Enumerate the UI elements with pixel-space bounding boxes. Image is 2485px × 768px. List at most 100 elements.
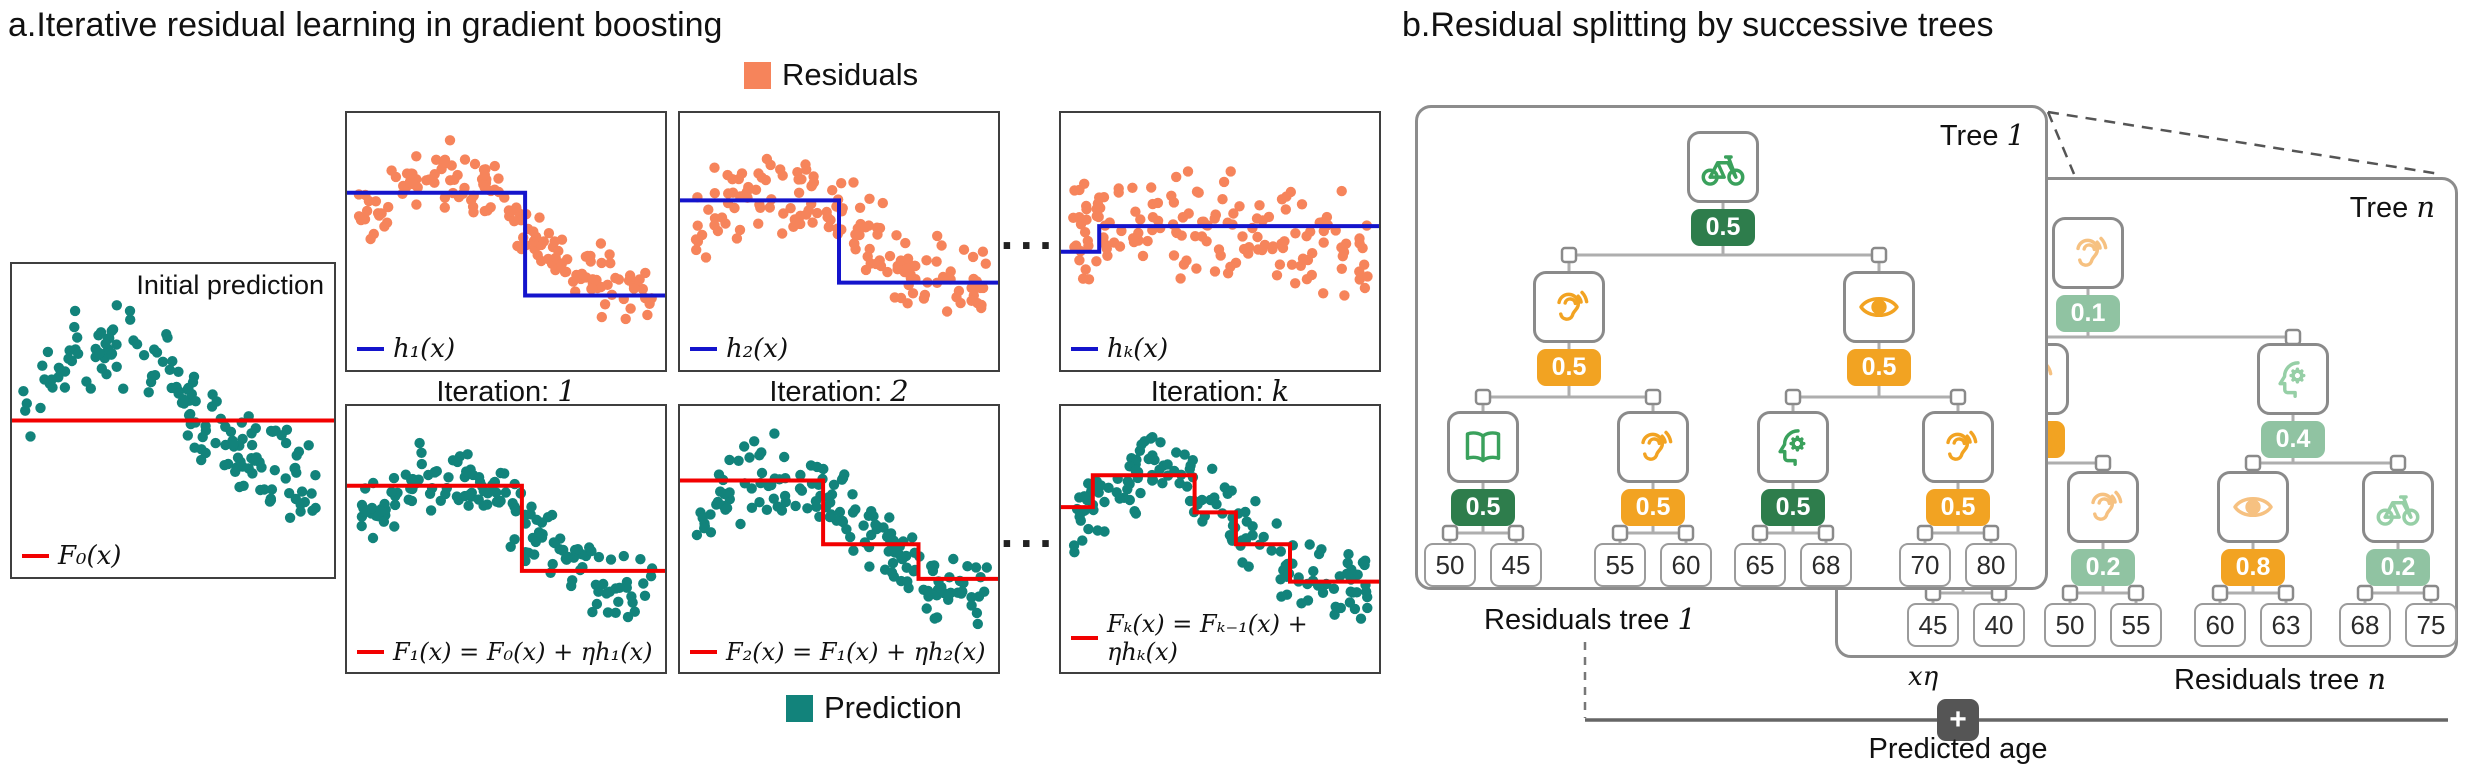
- eye-icon: [2230, 484, 2276, 530]
- ear-node: [1533, 271, 1605, 343]
- iteration-label-2: Iteration: 2: [769, 374, 909, 408]
- split-value-badge: 0.8: [2221, 549, 2285, 586]
- prediction-plot-2: F₂(x) = F₁(x) + ηh₂(x): [678, 404, 1000, 674]
- head-gears-icon: [2270, 356, 2316, 402]
- bicycle-icon: [2375, 484, 2421, 530]
- leaf-value: 60: [1660, 543, 1712, 587]
- leaf-value: 80: [1965, 543, 2017, 587]
- leaf-value: 65: [1734, 543, 1786, 587]
- initial-plot-title: Initial prediction: [136, 270, 324, 300]
- initial-prediction-plot: Initial prediction F₀(x): [10, 262, 336, 579]
- head-gears-icon: [1770, 424, 1816, 470]
- red-line-swatch: [690, 650, 717, 654]
- ear-node: [1922, 411, 1994, 483]
- eye-node: [2217, 471, 2289, 543]
- leaf-value: 45: [1490, 543, 1542, 587]
- ear-icon: [1546, 284, 1592, 330]
- split-value-badge: 0.5: [1537, 349, 1601, 386]
- tree-n-caption: Residuals tree n: [2173, 662, 2387, 696]
- leaf-value: 70: [1899, 543, 1951, 587]
- ear-node: [1617, 411, 1689, 483]
- head-gears-node: [2257, 343, 2329, 415]
- h2-fn-label: h₂(x): [690, 334, 788, 364]
- book-icon: [1460, 424, 1506, 470]
- ear-icon: [1630, 424, 1676, 470]
- split-value-badge: 0.2: [2366, 549, 2430, 586]
- split-value-badge: 0.1: [2056, 295, 2120, 332]
- red-line-swatch: [1071, 636, 1098, 640]
- leaf-value: 63: [2260, 603, 2312, 647]
- tree-1-label: Tree 1: [1939, 118, 2025, 152]
- prediction-scatter-1: [347, 437, 665, 623]
- residuals-legend: Residuals: [744, 57, 918, 93]
- ear-icon: [2065, 230, 2111, 276]
- split-value-badge: 0.5: [1451, 489, 1515, 526]
- blue-line-swatch: [357, 347, 384, 351]
- residual-plot-k: hₖ(x): [1059, 111, 1381, 372]
- red-line-swatch: [357, 650, 384, 654]
- zoom-dash-line: [2047, 110, 2441, 176]
- residual-scatter-1: [347, 135, 665, 325]
- tree1-caption: Residuals tree 1: [1484, 602, 1696, 636]
- split-value-badge: 0.4: [2261, 421, 2325, 458]
- red-line-swatch: [22, 554, 49, 558]
- prediction-plot-k: Fₖ(x) = Fₖ₋₁(x) + ηhₖ(x): [1059, 404, 1381, 674]
- leaf-value: 50: [2044, 603, 2096, 647]
- leaf-value: 68: [1800, 543, 1852, 587]
- tree-1-card: Tree 1 0.5 0.5 0.5 0.5 0.5 0.5 0.5 50 45 55 60 65 68…: [1415, 105, 2048, 590]
- residuals-legend-label: Residuals: [782, 57, 919, 92]
- bicycle-icon: [1700, 144, 1746, 190]
- prediction-scatter-2: [680, 428, 998, 630]
- split-value-badge: 0.5: [1691, 209, 1755, 246]
- book-node: [1447, 411, 1519, 483]
- residual-scatter-2: [680, 153, 998, 317]
- leaf-value: 68: [2339, 603, 2391, 647]
- split-value-badge: 0.5: [1847, 349, 1911, 386]
- prediction-legend-label: Prediction: [824, 690, 962, 725]
- ear-node: [2052, 217, 2124, 289]
- residual-plot-1: h₁(x): [345, 111, 667, 372]
- blue-line-swatch: [690, 347, 717, 351]
- split-value-badge: 0.2: [2071, 549, 2135, 586]
- head-gears-node: [1757, 411, 1829, 483]
- split-value-badge: 0.5: [1761, 489, 1825, 526]
- residual-plot-2: h₂(x): [678, 111, 1000, 372]
- F1-fn-label: F₁(x) = F₀(x) + ηh₁(x): [357, 638, 653, 666]
- prediction-legend: Prediction: [786, 690, 962, 726]
- residuals-swatch: [744, 61, 771, 89]
- leaf-value: 55: [2110, 603, 2162, 647]
- prediction-swatch: [786, 694, 813, 722]
- blue-line-swatch: [1071, 347, 1098, 351]
- ellipsis-bottom: ···: [1000, 517, 1059, 569]
- bicycle-node: [2362, 471, 2434, 543]
- leaf-value: 60: [2194, 603, 2246, 647]
- panel-a-title: a.Iterative residual learning in gradien…: [8, 6, 723, 44]
- initial-scatter-chart: [12, 300, 334, 523]
- tree-n-label: Tree n: [2349, 190, 2435, 224]
- iteration-label-1: Iteration: 1: [436, 374, 576, 408]
- eye-icon: [1856, 284, 1902, 330]
- iteration-label-k: Iteration: k: [1150, 374, 1290, 408]
- ear-icon: [2080, 484, 2126, 530]
- ear-node: [2067, 471, 2139, 543]
- leaf-value: 55: [1594, 543, 1646, 587]
- Fk-fn-label: Fₖ(x) = Fₖ₋₁(x) + ηhₖ(x): [1071, 610, 1379, 666]
- ellipsis-top: ···: [1000, 219, 1059, 271]
- F2-fn-label: F₂(x) = F₁(x) + ηh₂(x): [690, 638, 986, 666]
- panel-b-title: b.Residual splitting by successive trees: [1402, 6, 1994, 44]
- prediction-scatter-k: [1061, 432, 1379, 624]
- zoom-dash-line: [2046, 111, 2076, 175]
- leaf-value: 50: [1424, 543, 1476, 587]
- predicted-age-label: Predicted age: [1868, 733, 2048, 765]
- leaf-value: 75: [2405, 603, 2457, 647]
- ear-icon: [1935, 424, 1981, 470]
- split-value-badge: 0.5: [1926, 489, 1990, 526]
- h1-fn-label: h₁(x): [357, 334, 455, 364]
- leaf-value: 45: [1907, 603, 1959, 647]
- leaf-value: 40: [1973, 603, 2025, 647]
- prediction-plot-1: F₁(x) = F₀(x) + ηh₁(x): [345, 404, 667, 674]
- eye-node: [1843, 271, 1915, 343]
- initial-fn-label: F₀(x): [22, 541, 121, 571]
- hk-fn-label: hₖ(x): [1071, 334, 1168, 364]
